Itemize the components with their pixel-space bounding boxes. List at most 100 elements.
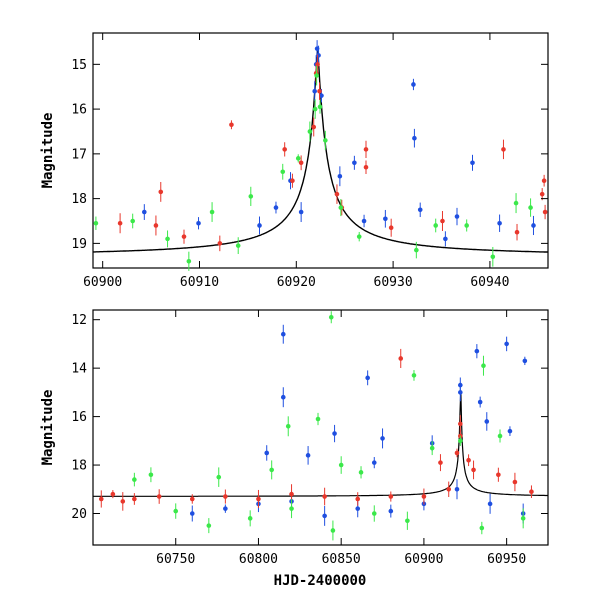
- top-point-green: [295, 156, 301, 161]
- top-point-green: [490, 254, 496, 260]
- bottom-point-green: [315, 416, 321, 422]
- top-point-blue: [454, 214, 460, 219]
- bottom-point-blue: [264, 450, 270, 456]
- bottom-ytick-label: 16: [71, 410, 87, 425]
- top-plot-frame: [92, 32, 549, 269]
- bottom-point-green: [405, 518, 410, 524]
- top-point-red: [363, 164, 369, 170]
- top-xtick-label: 60940: [470, 275, 509, 290]
- bottom-point-green: [497, 433, 503, 439]
- bottom-point-blue: [223, 506, 228, 511]
- top-point-red: [539, 191, 545, 197]
- top-point-red: [117, 220, 123, 226]
- top-point-red: [282, 147, 287, 152]
- top-axis-ticks: 60900 60910 60920 60930 60940 15 16 17 18 19: [71, 33, 548, 290]
- top-point-red: [501, 147, 506, 152]
- top-point-blue: [273, 205, 279, 210]
- bottom-point-red: [156, 494, 162, 499]
- bottom-point-red: [454, 450, 460, 456]
- top-point-blue: [412, 135, 417, 141]
- bottom-point-red: [355, 496, 361, 502]
- top-point-green: [312, 106, 318, 112]
- top-ytick-label: 17: [71, 147, 87, 162]
- top-point-green: [433, 223, 439, 228]
- top-ytick-label: 15: [71, 58, 87, 73]
- bottom-point-green: [216, 474, 222, 480]
- bottom-plot-frame: [92, 309, 549, 546]
- bottom-point-red: [438, 460, 443, 465]
- top-point-red: [334, 191, 340, 197]
- top-point-red: [542, 209, 548, 215]
- top-xtick-label: 60910: [180, 275, 219, 290]
- bottom-xtick-label: 60750: [156, 552, 195, 567]
- top-point-red: [388, 225, 394, 231]
- bottom-ytick-label: 20: [71, 507, 87, 522]
- bottom-point-blue: [522, 358, 528, 364]
- bottom-point-red: [110, 491, 116, 497]
- top-point-red: [311, 124, 317, 130]
- bottom-xtick-label: 60950: [487, 552, 526, 567]
- bottom-point-red: [98, 496, 104, 502]
- bottom-xtick-label: 60800: [239, 552, 278, 567]
- bottom-point-green: [247, 516, 253, 521]
- bottom-point-red: [496, 472, 501, 478]
- top-point-green: [235, 243, 241, 248]
- bottom-point-green: [338, 462, 344, 468]
- top-point-blue: [337, 173, 343, 179]
- top-point-red: [229, 122, 234, 128]
- bottom-point-green: [479, 525, 485, 531]
- top-point-blue: [470, 160, 475, 166]
- bottom-point-blue: [355, 506, 361, 511]
- bottom-point-blue: [189, 511, 195, 516]
- bottom-point-green: [520, 516, 526, 521]
- bottom-data-points: [98, 311, 534, 541]
- bottom-ytick-label: 18: [71, 459, 87, 474]
- bottom-point-red: [189, 496, 195, 502]
- bottom-axis-ticks: 60750 60800 60850 60900 60950 12 14 16 18 20: [71, 310, 548, 567]
- bottom-point-blue: [484, 419, 490, 424]
- bottom-point-red: [446, 486, 452, 492]
- bottom-point-green: [429, 445, 435, 451]
- bottom-ylabel: Magnitude: [40, 390, 56, 466]
- bottom-point-green: [148, 472, 154, 478]
- bottom-point-red: [512, 479, 518, 485]
- top-ylabel: Magnitude: [40, 113, 56, 189]
- bottom-point-red: [388, 494, 394, 499]
- top-point-green: [356, 234, 362, 239]
- top-point-red: [363, 147, 369, 152]
- bottom-point-red: [223, 494, 228, 499]
- bottom-point-green: [285, 423, 291, 429]
- bottom-point-blue: [322, 513, 327, 519]
- bottom-point-red: [421, 494, 427, 499]
- bottom-point-blue: [477, 399, 483, 405]
- bottom-point-blue: [305, 453, 311, 458]
- top-point-blue: [298, 209, 304, 215]
- top-panel: 60900 60910 60920 60930 60940 15 16 17 18 19 Magn…: [40, 32, 549, 290]
- bottom-point-green: [206, 523, 212, 528]
- bottom-point-blue: [365, 375, 370, 381]
- bottom-point-blue: [504, 341, 509, 347]
- top-point-green: [93, 220, 99, 226]
- bottom-point-red: [120, 499, 126, 504]
- bottom-point-green: [458, 438, 463, 444]
- top-xtick-label: 60920: [277, 275, 316, 290]
- top-point-blue: [361, 218, 367, 224]
- top-ytick-label: 18: [71, 192, 87, 207]
- top-point-green: [186, 258, 192, 264]
- top-point-blue: [443, 236, 448, 242]
- top-point-blue: [196, 220, 201, 226]
- top-point-blue: [352, 160, 357, 166]
- bottom-point-blue: [458, 390, 463, 395]
- top-point-red: [317, 88, 322, 94]
- top-point-green: [323, 138, 328, 143]
- bottom-point-blue: [380, 436, 385, 441]
- top-point-blue: [257, 223, 262, 228]
- bottom-point-green: [328, 314, 334, 320]
- bottom-point-green: [481, 363, 486, 369]
- bottom-point-red: [458, 421, 463, 427]
- bottom-point-blue: [280, 394, 286, 400]
- bottom-point-blue: [474, 348, 480, 354]
- bottom-point-red: [529, 489, 534, 495]
- bottom-point-green: [132, 477, 137, 482]
- top-point-blue: [497, 220, 502, 226]
